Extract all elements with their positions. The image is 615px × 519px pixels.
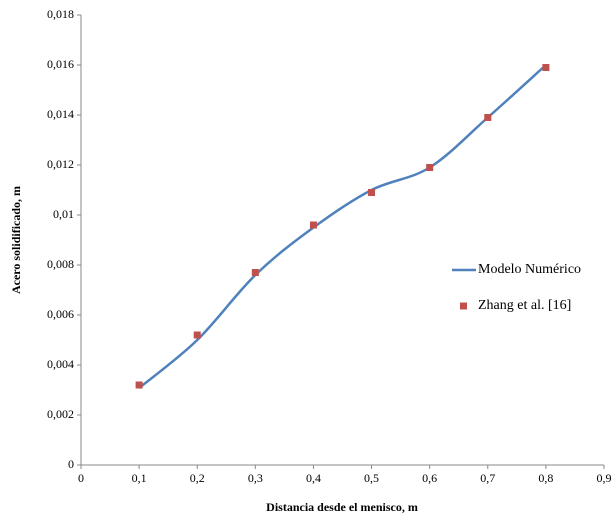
point <box>251 269 259 276</box>
x-tick-label: 0,1 <box>132 471 147 485</box>
line <box>138 64 547 389</box>
point <box>484 114 492 121</box>
x-tick-label: 0,4 <box>306 471 321 485</box>
legend-label: Zhang et al. [16] <box>478 298 571 313</box>
y-axis-title: Acero solidificado, m <box>9 186 23 294</box>
y-tick-label: 0,004 <box>47 357 74 371</box>
x-tick-label: 0,2 <box>190 471 205 485</box>
y-tick-label: 0,012 <box>47 157 74 171</box>
y-tick-label: 0,008 <box>47 257 74 271</box>
point <box>135 381 143 389</box>
x-tick-label: 0,5 <box>364 471 379 485</box>
y-tick-label: 0,006 <box>47 307 74 321</box>
x-axis-title: Distancia desde el menisco, m <box>266 500 418 514</box>
y-tick-label: 0,01 <box>53 207 74 221</box>
x-tick-label: 0,3 <box>248 471 263 485</box>
x-tick-label: 0 <box>78 471 84 485</box>
x-tick-label: 0,8 <box>538 471 553 485</box>
legend-label: Modelo Numérico <box>478 262 581 277</box>
point <box>368 189 376 196</box>
y-tick-label: 0,018 <box>47 7 74 21</box>
x-tick-label: 0,7 <box>480 471 495 485</box>
y-tick-label: 0,016 <box>47 57 74 71</box>
legend-swatch <box>460 302 467 310</box>
y-tick-label: 0 <box>68 457 74 471</box>
y-tick-label: 0,014 <box>47 107 74 121</box>
point <box>309 221 317 229</box>
x-tick-label: 0,9 <box>597 471 612 485</box>
y-tick-label: 0,002 <box>47 407 74 421</box>
point <box>542 64 550 71</box>
x-tick-label: 0,6 <box>422 471 437 485</box>
point <box>426 164 434 171</box>
point <box>193 331 201 339</box>
